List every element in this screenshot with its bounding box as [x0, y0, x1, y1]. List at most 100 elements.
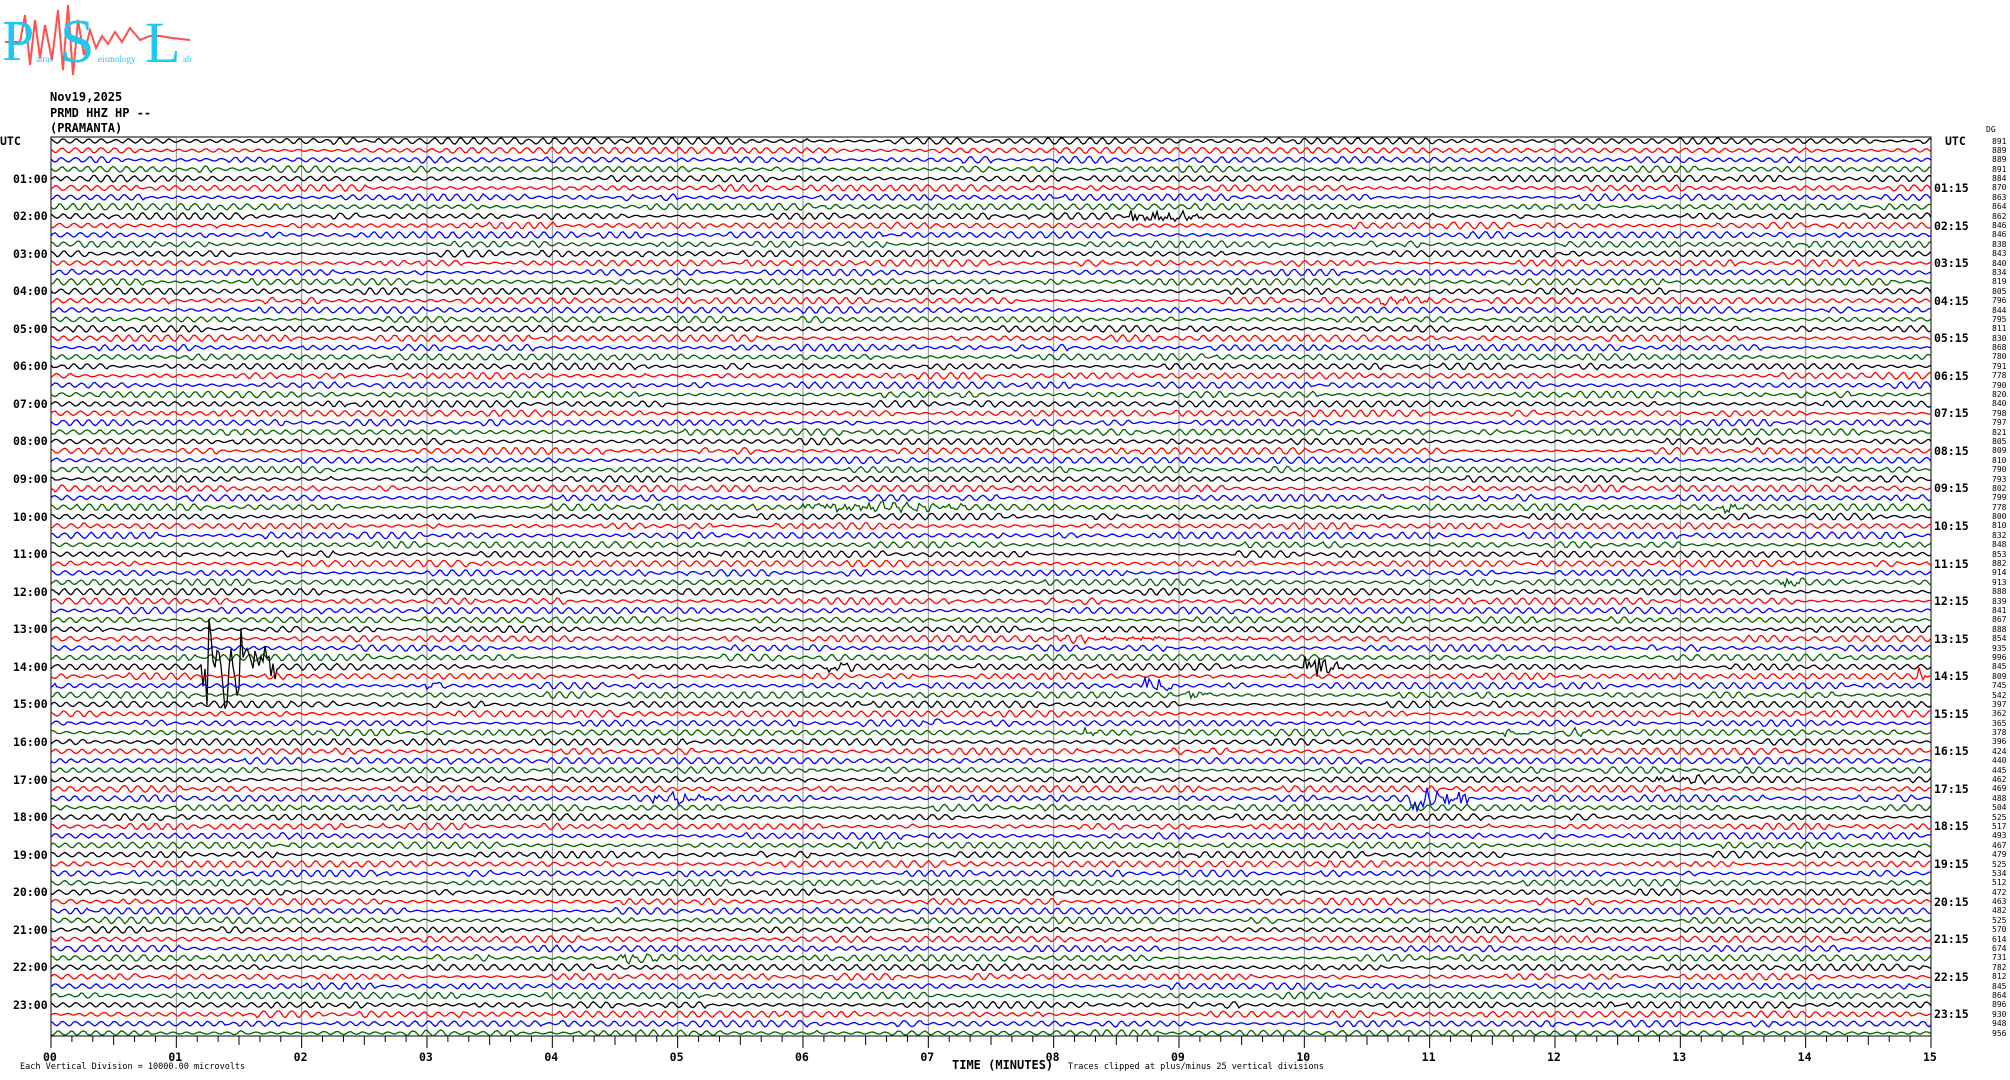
trace-row-65 [50, 747, 1932, 756]
logo-sub-3: ab [183, 54, 192, 64]
row-value: 846 [1992, 221, 2007, 230]
trace-row-31 [50, 427, 1932, 437]
row-value: 504 [1992, 803, 2007, 813]
row-value: 796 [1992, 296, 2007, 306]
logo-seismic-trace-icon [5, 4, 191, 76]
trace-row-48 [50, 587, 1932, 596]
row-value: 512 [1992, 878, 2007, 888]
row-value: 884 [1992, 174, 2007, 184]
left-time-label: 22:00 [13, 960, 48, 975]
row-value: 793 [1992, 474, 2007, 484]
trace-row-17 [50, 295, 1932, 307]
left-time-label: 16:00 [13, 734, 48, 749]
trace-row-87 [50, 953, 1932, 965]
right-time-label: 12:15 [1934, 594, 1969, 609]
row-value: 445 [1992, 765, 2007, 775]
row-value: 812 [1992, 972, 2007, 982]
trace-row-8 [50, 208, 1932, 223]
left-time-label: 20:00 [13, 885, 48, 900]
trace-row-82 [50, 906, 1931, 916]
row-value: 830 [1992, 333, 2007, 343]
x-tick-label: 02 [293, 1050, 308, 1064]
row-value: 778 [1992, 371, 2007, 381]
row-value: 378 [1992, 728, 2007, 738]
x-tick-label: 08 [1045, 1050, 1060, 1064]
right-time-label: 11:15 [1934, 556, 1969, 571]
row-value: 809 [1992, 671, 2007, 681]
trace-row-12 [50, 249, 1932, 258]
trace-row-55 [50, 653, 1932, 662]
row-value: 948 [1992, 1019, 2007, 1029]
left-time-label: 12:00 [13, 584, 48, 599]
trace-row-9 [50, 221, 1932, 230]
trace-row-57 [50, 667, 1932, 682]
left-time-label: 11:00 [13, 547, 48, 562]
trace-row-33 [50, 446, 1932, 456]
right-time-label: 18:15 [1934, 819, 1969, 834]
trace-row-93 [50, 1010, 1932, 1019]
row-value: 463 [1992, 897, 2007, 907]
right-time-label: 09:15 [1934, 481, 1969, 496]
row-value: 462 [1992, 775, 2007, 785]
left-time-label: 15:00 [13, 697, 48, 712]
row-value: 843 [1992, 249, 2007, 259]
row-value: 863 [1992, 192, 2007, 202]
trace-row-2 [50, 155, 1932, 165]
trace-row-1 [50, 146, 1932, 155]
left-time-label: 04:00 [13, 284, 48, 299]
left-time-label: UTC [0, 134, 21, 148]
right-time-label: 04:15 [1934, 293, 1969, 308]
date-label: Nov19,2025 [50, 90, 123, 104]
left-time-label: 03:00 [13, 246, 48, 261]
row-value: 810 [1992, 521, 2007, 531]
psl-logo: P S L atras eismology ab [2, 4, 192, 76]
row-value: 797 [1992, 418, 2007, 428]
row-value: 791 [1992, 361, 2007, 371]
row-value: 614 [1992, 934, 2007, 944]
trace-row-18 [50, 305, 1932, 315]
row-value: 845 [1992, 981, 2007, 991]
left-time-label: 13:00 [13, 622, 48, 637]
trace-row-19 [50, 315, 1932, 324]
trace-row-94 [50, 1019, 1932, 1028]
trace-row-90 [50, 981, 1932, 991]
right-time-label: 20:15 [1934, 894, 1969, 909]
right-time-label: 10:15 [1934, 518, 1969, 533]
left-time-label: 21:00 [13, 922, 48, 937]
trace-row-79 [50, 878, 1932, 887]
row-value: 778 [1992, 502, 2007, 512]
row-value: 542 [1992, 690, 2007, 700]
right-time-label: 05:15 [1934, 331, 1969, 346]
row-value: 493 [1992, 831, 2007, 841]
row-value: 930 [1992, 1009, 2007, 1019]
channel-label: PRMD HHZ HP -- [50, 106, 152, 120]
row-value: 782 [1992, 962, 2007, 972]
trace-row-27 [50, 390, 1932, 399]
right-time-label: 08:15 [1934, 443, 1969, 458]
row-value: 868 [1992, 343, 2007, 353]
trace-row-86 [50, 944, 1932, 953]
trace-row-26 [50, 380, 1932, 390]
trace-row-72 [50, 812, 1932, 822]
trace-row-66 [50, 756, 1932, 766]
trace-row-53 [50, 634, 1932, 645]
trace-row-20 [50, 324, 1932, 334]
right-time-label: 21:15 [1934, 932, 1969, 947]
trace-row-95 [50, 1028, 1932, 1038]
trace-row-11 [50, 240, 1932, 249]
row-value: 864 [1992, 202, 2007, 212]
row-value: 467 [1992, 840, 2007, 850]
right-time-label: 23:15 [1934, 1007, 1969, 1022]
row-value: 838 [1992, 239, 2007, 249]
row-value: 805 [1992, 286, 2007, 296]
trace-row-56 [50, 618, 1932, 709]
row-value: 889 [1992, 145, 2007, 155]
row-value: 440 [1992, 756, 2007, 766]
row-value: 840 [1992, 399, 2007, 409]
right-time-label: 19:15 [1934, 857, 1969, 872]
trace-row-61 [50, 709, 1932, 718]
trace-row-77 [50, 859, 1932, 869]
right-time-label: 07:15 [1934, 406, 1969, 421]
left-time-label: 09:00 [13, 472, 48, 487]
